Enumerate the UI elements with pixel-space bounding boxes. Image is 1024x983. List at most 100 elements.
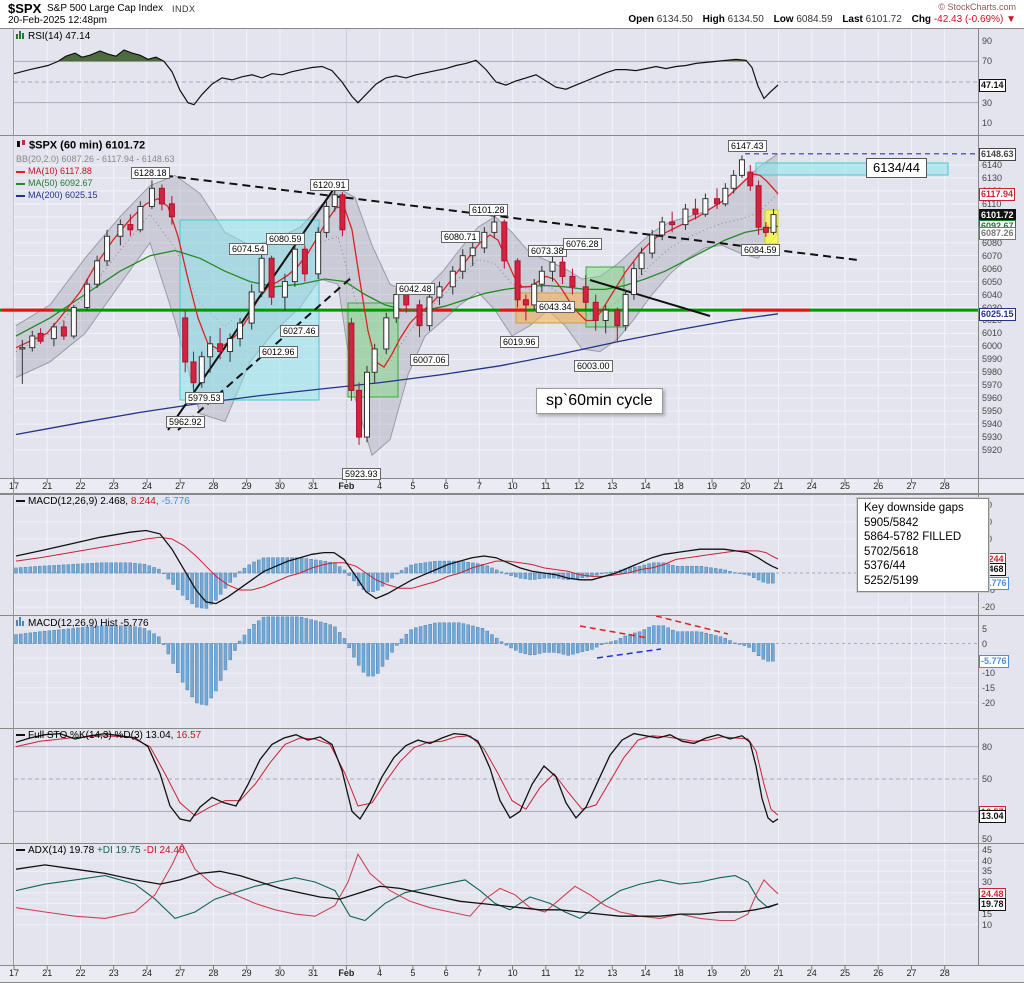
date-label: 5 bbox=[410, 480, 416, 491]
date-label: 21 bbox=[42, 967, 53, 978]
date-label: 11 bbox=[541, 480, 551, 491]
hist-plot bbox=[14, 616, 978, 727]
sto-plot bbox=[14, 729, 978, 842]
date-label: 7 bbox=[476, 480, 482, 491]
axis-tick-label: -20 bbox=[982, 697, 996, 708]
gap-line: 5864-5782 FILLED bbox=[864, 531, 962, 543]
macd-plot bbox=[14, 495, 978, 614]
price-panel bbox=[0, 135, 1024, 478]
axis-tick-label: 6040 bbox=[982, 289, 1003, 300]
axis-tick-label: 6050 bbox=[982, 276, 1003, 287]
date-label: 21 bbox=[42, 480, 53, 491]
axis-tick-label: 6130 bbox=[982, 172, 1003, 183]
axis-separator bbox=[978, 28, 979, 965]
price-annotation: 6128.18 bbox=[131, 167, 170, 179]
axis-tick-label: 5940 bbox=[982, 419, 1003, 430]
date-label: 31 bbox=[308, 967, 319, 978]
date-label: 20 bbox=[740, 967, 751, 978]
axis-tick-label: 50 bbox=[982, 774, 993, 784]
price-legend-title: $SPX (60 min) 6101.72 bbox=[29, 139, 146, 152]
date-label: Feb bbox=[338, 480, 355, 491]
axis-tick-label: 5990 bbox=[982, 354, 1003, 365]
price-plot bbox=[0, 136, 1002, 477]
gap-line: 5376/44 bbox=[864, 560, 906, 572]
ohlc-row: Open 6134.50 High 6134.50 Low 6084.59 La… bbox=[621, 14, 1016, 25]
rsi-value-tag: 47.14 bbox=[979, 79, 1006, 92]
line-sample-icon bbox=[16, 182, 25, 185]
line-sample-icon bbox=[16, 170, 25, 173]
date-label: 25 bbox=[839, 480, 851, 491]
price-annotation: 5962.92 bbox=[166, 416, 205, 428]
open-label: Open bbox=[628, 14, 654, 25]
price-annotation: 6101.28 bbox=[469, 204, 508, 216]
adx-value-tag: 19.78 bbox=[979, 898, 1006, 911]
gap-line: 5905/5842 bbox=[864, 516, 919, 529]
price-annotation: 6007.06 bbox=[410, 354, 449, 366]
index-name: S&P 500 Large Cap Index bbox=[47, 3, 164, 14]
chart-header: $SPX S&P 500 Large Cap Index INDX 20-Feb… bbox=[0, 0, 1024, 28]
rsi-legend-name: RSI(14) bbox=[28, 31, 63, 43]
date-label: 17 bbox=[8, 967, 20, 978]
plot-left-border bbox=[13, 28, 14, 965]
price-value-tag: 6148.63 bbox=[979, 148, 1016, 161]
price-annotation: 6134/44 bbox=[866, 158, 927, 178]
cycle-note-label: sp`60min cycle bbox=[536, 388, 663, 414]
axis-tick-label: 15 bbox=[982, 909, 993, 920]
adx-panel bbox=[0, 843, 1024, 965]
price-annotation: 5979.53 bbox=[185, 392, 224, 404]
date-label: 27 bbox=[906, 967, 917, 978]
price-value-tag: 6087.26 bbox=[979, 227, 1016, 240]
date-label: 28 bbox=[208, 480, 219, 491]
axis-tick-label: 5950 bbox=[982, 406, 1003, 417]
date-label: 30 bbox=[274, 967, 285, 978]
hist-value-tag: -5.776 bbox=[979, 655, 1009, 668]
candlestick-icon bbox=[16, 139, 26, 153]
price-annotation: 6042.48 bbox=[396, 283, 435, 295]
axis-tick-label: 90 bbox=[982, 35, 993, 46]
date-label: 14 bbox=[640, 967, 651, 978]
date-label: 24 bbox=[806, 480, 817, 491]
date-label: 19 bbox=[707, 480, 718, 491]
adx-legend: ADX(14) 19.78 +DI 19.75 -DI 24.48 bbox=[16, 845, 185, 857]
line-sample-icon bbox=[16, 849, 25, 852]
axis-tick-label: 80 bbox=[982, 741, 993, 752]
date-label: 24 bbox=[141, 480, 152, 491]
axis-tick-label: 6140 bbox=[982, 160, 1003, 170]
macd-hist-panel bbox=[0, 615, 1024, 728]
axis-tick-label: -15 bbox=[982, 682, 996, 693]
price-annotation: 6073.38 bbox=[528, 245, 567, 257]
gap-line: 5252/5199 bbox=[864, 574, 919, 587]
gaps-title: Key downside gaps bbox=[864, 502, 964, 514]
date-label: 6 bbox=[443, 480, 449, 491]
price-annotation: 6080.71 bbox=[441, 231, 480, 243]
date-label: 27 bbox=[906, 480, 917, 491]
date-label: 28 bbox=[939, 967, 950, 978]
low-label: Low bbox=[773, 14, 794, 25]
bb-legend: BB(20,2.0) 6087.26 - 6117.94 - 6148.63 bbox=[16, 154, 175, 164]
price-annotation: 6074.54 bbox=[229, 243, 268, 255]
axis-tick-label: 30 bbox=[982, 877, 993, 887]
axis-tick-label: -20 bbox=[982, 602, 996, 612]
date-label: 21 bbox=[773, 480, 784, 491]
ma10-legend: MA(10) 6117.88 bbox=[28, 166, 92, 176]
chg-label: Chg bbox=[911, 14, 932, 25]
sto-d-value: 16.57 bbox=[176, 730, 202, 741]
axis-tick-label: 6070 bbox=[982, 250, 1003, 261]
axis-tick-label: 6030 bbox=[982, 303, 1002, 313]
sto-legend-name: Full STO %K(14,3) %D(3) bbox=[28, 730, 143, 741]
date-label: 26 bbox=[873, 480, 884, 491]
date-label: 14 bbox=[640, 480, 651, 491]
price-legend: $SPX (60 min) 6101.72 BB(20,2.0) 6087.26… bbox=[16, 139, 174, 201]
axis-tick-label: 6010 bbox=[982, 328, 1003, 339]
axis-tick-label: 5980 bbox=[982, 367, 1003, 378]
date-label: 22 bbox=[75, 480, 86, 491]
price-annotation: 6003.00 bbox=[574, 360, 613, 372]
date-label: Feb bbox=[338, 967, 355, 978]
macd-value: 2.468, bbox=[100, 496, 129, 507]
copyright[interactable]: © StockCharts.com bbox=[938, 2, 1016, 12]
axis-tick-label: 0 bbox=[982, 638, 988, 649]
date-label: 12 bbox=[574, 480, 585, 491]
hist-legend: MACD(12,26,9) Hist -5.776 bbox=[16, 617, 149, 630]
